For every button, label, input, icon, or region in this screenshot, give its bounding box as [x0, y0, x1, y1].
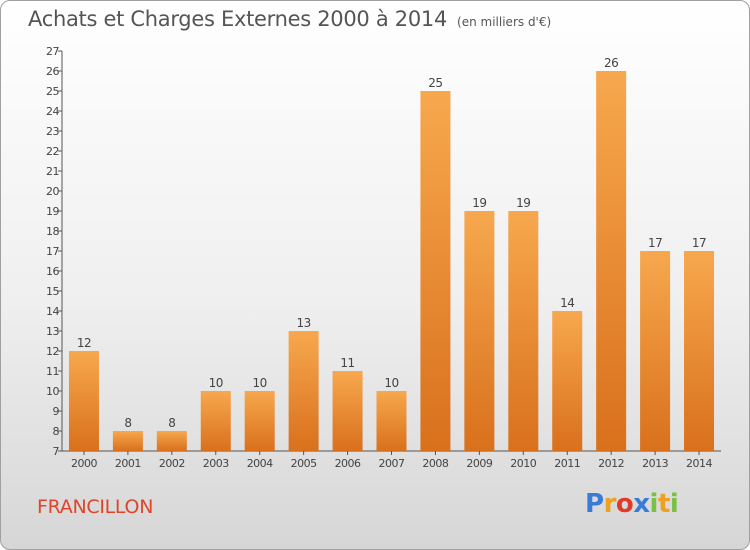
- bar-value-label: 8: [124, 416, 131, 430]
- bar-value-label: 10: [384, 376, 398, 390]
- x-tick-label: 2014: [686, 457, 712, 470]
- bar-value-label: 13: [296, 316, 310, 330]
- logo-letter: o: [615, 489, 634, 519]
- y-tick-label: 12: [46, 345, 59, 358]
- x-tick-label: 2001: [115, 457, 141, 470]
- bar: [200, 391, 231, 451]
- logo-letter: r: [603, 489, 617, 519]
- bar: [376, 391, 407, 451]
- bar-value-label: 10: [209, 376, 223, 390]
- y-tick-label: 9: [53, 405, 60, 418]
- proxiti-logo: Proxiti: [585, 489, 679, 519]
- x-tick-label: 2010: [510, 457, 536, 470]
- bar-value-label: 8: [168, 416, 175, 430]
- y-tick-label: 22: [46, 145, 59, 158]
- x-tick-label: 2003: [203, 457, 229, 470]
- chart-title: Achats et Charges Externes 2000 à 2014 (e…: [28, 7, 551, 31]
- y-tick-label: 26: [46, 65, 59, 78]
- bar: [244, 391, 275, 451]
- bar-value-label: 17: [692, 236, 706, 250]
- y-tick-label: 19: [46, 205, 59, 218]
- x-tick-label: 2007: [379, 457, 405, 470]
- y-tick-label: 20: [46, 185, 59, 198]
- chart-unit-text: (en milliers d'€): [457, 15, 552, 29]
- bar-value-label: 11: [340, 356, 354, 370]
- commune-name: FRANCILLON: [37, 496, 154, 518]
- logo-letter: i: [669, 489, 679, 519]
- bar-value-label: 10: [253, 376, 267, 390]
- y-tick-label: 21: [46, 165, 59, 178]
- bar-value-label: 19: [516, 196, 530, 210]
- x-tick-label: 2009: [466, 457, 492, 470]
- y-tick-label: 14: [46, 305, 59, 318]
- bar: [112, 431, 143, 451]
- y-tick-label: 27: [46, 45, 59, 58]
- bar: [288, 331, 319, 451]
- bar: [596, 71, 627, 451]
- y-tick-label: 7: [53, 445, 60, 458]
- bar-value-label: 17: [648, 236, 662, 250]
- x-tick-label: 2011: [554, 457, 580, 470]
- bar-value-label: 14: [560, 296, 574, 310]
- bar: [156, 431, 187, 451]
- x-tick-label: 2002: [159, 457, 185, 470]
- bar-value-label: 25: [428, 76, 442, 90]
- logo-letter: i: [649, 489, 659, 519]
- y-tick-label: 24: [46, 105, 59, 118]
- y-tick-label: 25: [46, 85, 59, 98]
- y-tick-label: 17: [46, 245, 59, 258]
- bar: [684, 251, 715, 451]
- bar: [508, 211, 539, 451]
- y-tick-label: 10: [46, 385, 59, 398]
- bar: [332, 371, 363, 451]
- logo-letter: P: [585, 489, 604, 519]
- y-tick-label: 16: [46, 265, 59, 278]
- x-tick-label: 2008: [422, 457, 448, 470]
- y-tick-label: 8: [53, 425, 60, 438]
- chart-title-text: Achats et Charges Externes 2000 à 2014: [28, 7, 448, 31]
- bar-value-label: 12: [77, 336, 91, 350]
- x-tick-label: 2006: [335, 457, 361, 470]
- bar: [640, 251, 671, 451]
- bar: [68, 351, 99, 451]
- y-tick-label: 18: [46, 225, 59, 238]
- bar-value-label: 19: [472, 196, 486, 210]
- x-tick-label: 2000: [71, 457, 97, 470]
- bar: [464, 211, 495, 451]
- x-tick-label: 2013: [642, 457, 668, 470]
- bar-value-label: 26: [604, 56, 618, 70]
- logo-letter: x: [633, 489, 650, 519]
- logo-letter: t: [657, 489, 670, 519]
- y-tick-label: 15: [46, 285, 59, 298]
- bar: [552, 311, 583, 451]
- x-tick-label: 2004: [247, 457, 273, 470]
- y-tick-label: 11: [46, 365, 59, 378]
- bar: [420, 91, 451, 451]
- y-tick-label: 13: [46, 325, 59, 338]
- x-tick-label: 2012: [598, 457, 624, 470]
- x-tick-label: 2005: [291, 457, 317, 470]
- y-tick-label: 23: [46, 125, 59, 138]
